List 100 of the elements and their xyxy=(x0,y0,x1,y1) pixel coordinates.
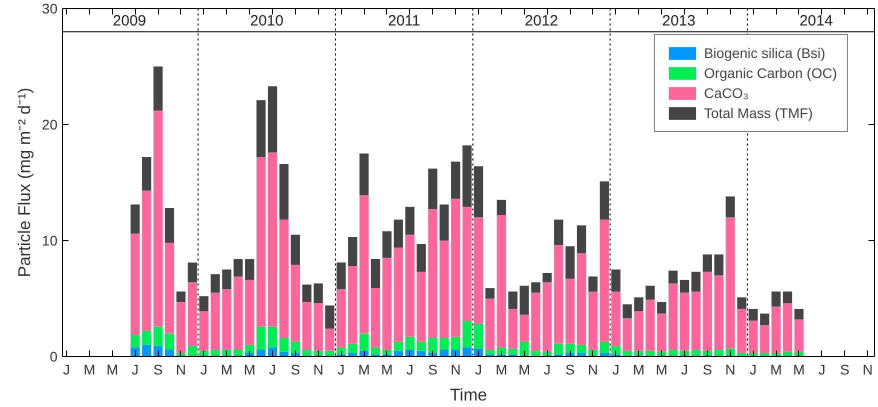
legend-label: Total Mass (TMF) xyxy=(704,105,813,121)
bar xyxy=(188,282,197,346)
bar xyxy=(554,245,564,344)
bar xyxy=(726,196,735,218)
bar xyxy=(290,341,300,354)
bar xyxy=(416,350,426,356)
annotation: 2014 xyxy=(799,12,833,30)
bar xyxy=(440,204,449,240)
x-tick-label: M xyxy=(220,362,233,378)
bar xyxy=(210,292,220,350)
bar xyxy=(565,344,575,354)
bar xyxy=(188,346,197,356)
bar xyxy=(702,350,712,356)
bar xyxy=(222,289,232,350)
bar xyxy=(485,298,495,350)
bar xyxy=(394,341,403,351)
bar xyxy=(646,286,655,300)
bar xyxy=(348,344,358,354)
bar xyxy=(268,86,278,152)
bar xyxy=(691,272,701,292)
bar xyxy=(474,217,484,324)
bar xyxy=(462,206,472,321)
bar xyxy=(576,253,586,345)
bar xyxy=(542,352,552,356)
x-tick-label: J xyxy=(63,362,70,378)
x-tick-label: S xyxy=(702,362,712,378)
bar xyxy=(622,318,632,351)
bar xyxy=(508,292,518,309)
bar xyxy=(496,214,506,348)
bar xyxy=(256,326,266,350)
bar xyxy=(416,244,426,272)
bar xyxy=(520,286,529,315)
bar xyxy=(462,145,472,207)
bar xyxy=(576,225,586,254)
x-tick-label: S xyxy=(840,362,850,378)
bar xyxy=(634,297,644,312)
bar xyxy=(336,262,346,290)
bar xyxy=(405,234,414,337)
bar xyxy=(531,282,540,293)
bar xyxy=(176,292,186,302)
bar xyxy=(142,190,152,331)
bar xyxy=(153,66,163,111)
bar xyxy=(394,350,403,356)
y-tick-label: 20 xyxy=(42,116,58,132)
bar xyxy=(348,266,358,344)
bar xyxy=(199,296,208,312)
x-tick-label: J xyxy=(681,362,688,378)
annotation: 2011 xyxy=(388,12,420,30)
bar xyxy=(268,152,278,326)
bar xyxy=(782,352,792,356)
bar xyxy=(737,297,746,309)
bar xyxy=(748,308,758,321)
bar xyxy=(668,270,678,284)
bar xyxy=(130,204,140,234)
x-tick-label: J xyxy=(544,362,551,378)
bar xyxy=(726,348,735,356)
bar xyxy=(565,278,575,344)
bar xyxy=(325,305,334,329)
bar xyxy=(600,220,609,342)
bar xyxy=(748,320,758,354)
annotation: 2012 xyxy=(524,12,558,30)
bar xyxy=(588,292,598,350)
bar xyxy=(394,247,403,342)
bar xyxy=(130,234,140,334)
bar xyxy=(210,350,220,356)
bar xyxy=(726,217,735,348)
bar xyxy=(416,341,426,351)
x-tick-label: M xyxy=(244,362,256,378)
y-tick-label: 0 xyxy=(50,348,58,364)
bar xyxy=(646,350,655,356)
bar xyxy=(520,341,529,356)
bar xyxy=(611,270,620,292)
bar xyxy=(531,350,540,356)
bar xyxy=(394,220,403,248)
annotation: 2013 xyxy=(662,12,696,30)
bar xyxy=(359,195,369,334)
x-tick-label: J xyxy=(406,362,414,378)
bar xyxy=(245,344,254,354)
bar xyxy=(611,346,620,354)
bar xyxy=(646,300,655,351)
bar xyxy=(164,242,174,334)
bar xyxy=(370,288,380,348)
bar xyxy=(702,272,712,351)
bar xyxy=(268,326,278,348)
bar xyxy=(188,262,197,282)
x-tick-label: N xyxy=(588,362,598,378)
x-tick-label: N xyxy=(176,362,186,378)
x-tick-label: N xyxy=(862,362,873,378)
bar xyxy=(622,350,632,356)
x-tick-label: M xyxy=(518,362,530,378)
y-tick-label: 30 xyxy=(42,0,58,16)
bar xyxy=(325,350,334,356)
bar xyxy=(576,344,586,354)
bar xyxy=(234,259,243,276)
bar xyxy=(348,237,358,266)
x-tick-label: M xyxy=(381,362,393,378)
x-tick-label: J xyxy=(818,362,826,378)
x-tick-label: M xyxy=(358,362,370,378)
bar xyxy=(691,292,701,350)
bar xyxy=(405,336,414,350)
